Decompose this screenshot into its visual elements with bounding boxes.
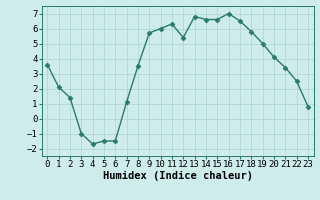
X-axis label: Humidex (Indice chaleur): Humidex (Indice chaleur) [103, 171, 252, 181]
